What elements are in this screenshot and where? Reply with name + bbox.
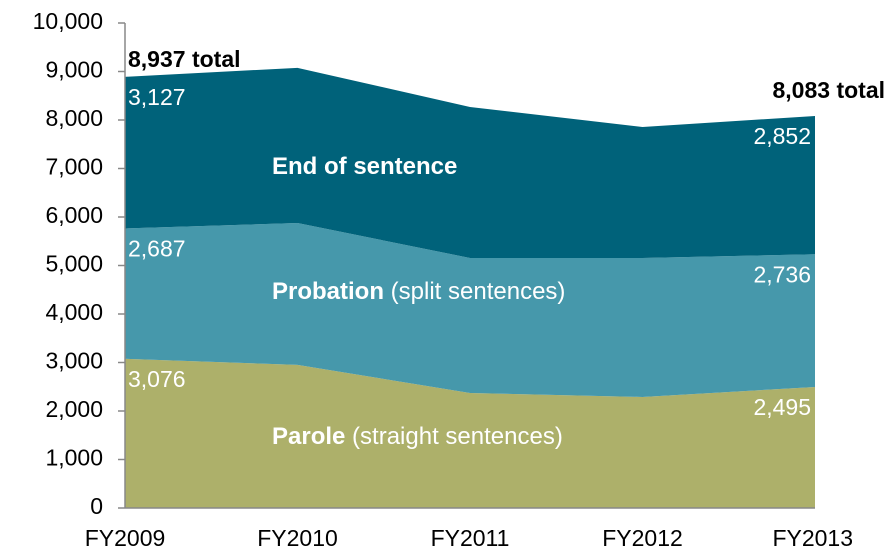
data-label: 2,687 <box>128 236 186 262</box>
data-label: 3,127 <box>128 84 186 110</box>
series-label: End of sentence <box>272 153 457 180</box>
area <box>125 358 815 508</box>
x-tick-label: FY2013 <box>772 525 853 551</box>
annotation: 8,937 total <box>128 46 241 72</box>
x-tick-label: FY2009 <box>85 525 166 551</box>
series-name: Probation <box>272 278 384 305</box>
data-label: 3,076 <box>128 366 186 392</box>
x-tick-label: FY2011 <box>431 525 510 551</box>
area <box>125 223 815 397</box>
y-tick-label: 0 <box>90 493 103 519</box>
data-label: 2,495 <box>753 394 811 420</box>
x-tick-label: FY2010 <box>257 525 338 551</box>
y-tick-label: 8,000 <box>45 105 103 131</box>
series-label: Parole (straight sentences) <box>272 423 563 450</box>
series-suffix: (split sentences) <box>391 278 566 305</box>
data-label: 2,736 <box>753 261 811 287</box>
y-tick-label: 4,000 <box>45 299 103 325</box>
series-name: End of sentence <box>272 153 457 180</box>
y-tick-label: 3,000 <box>45 348 103 374</box>
series-name: Parole <box>272 423 345 450</box>
y-tick-label: 7,000 <box>45 154 103 180</box>
data-label: 2,852 <box>753 123 811 149</box>
series-suffix: (straight sentences) <box>352 423 563 450</box>
annotation: 8,083 total <box>773 77 886 103</box>
y-tick-label: 6,000 <box>45 202 103 228</box>
y-tick-label: 1,000 <box>45 445 103 471</box>
x-tick-label: FY2012 <box>602 525 683 551</box>
y-tick-label: 2,000 <box>45 396 103 422</box>
y-tick-label: 10,000 <box>33 8 103 34</box>
series-label: Probation (split sentences) <box>272 278 565 305</box>
y-tick-label: 5,000 <box>45 251 103 277</box>
y-tick-label: 9,000 <box>45 57 103 83</box>
area <box>125 67 815 258</box>
